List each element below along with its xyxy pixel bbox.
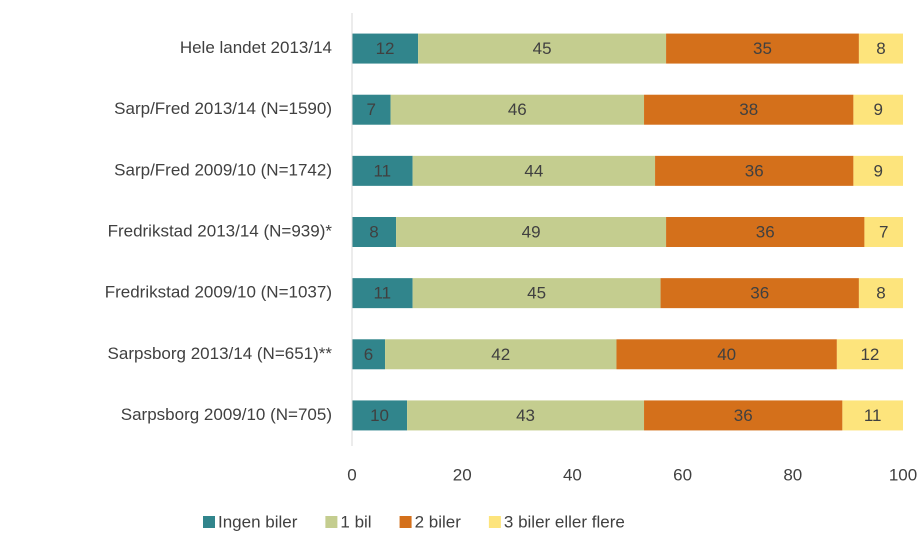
data-label: 42	[491, 345, 510, 364]
y-tick-label: Fredrikstad 2009/10 (N=1037)	[105, 283, 332, 302]
bar-segment	[853, 94, 903, 125]
bar-segment	[853, 155, 903, 186]
legend-swatch	[203, 516, 215, 528]
legend-swatch	[399, 516, 412, 528]
y-tick-label: Fredrikstad 2013/14 (N=939)*	[108, 221, 333, 240]
bar-segment	[352, 155, 413, 186]
bar-segment	[644, 400, 843, 431]
bar-segment	[666, 33, 859, 64]
bar-segment	[352, 339, 386, 370]
x-tick-label: 80	[783, 465, 802, 484]
data-label: 36	[750, 284, 769, 303]
legend-swatch	[488, 516, 501, 528]
legend-swatch	[325, 516, 338, 528]
data-label: 9	[873, 161, 882, 180]
bar-segment	[390, 94, 645, 125]
data-label: 45	[527, 284, 546, 303]
data-label: 36	[745, 161, 764, 180]
data-label: 8	[369, 222, 378, 241]
bar-segment	[616, 339, 837, 370]
data-label: 7	[367, 100, 376, 119]
bar-segment	[412, 155, 656, 186]
legend-label: 3 biler eller flere	[504, 512, 625, 531]
y-tick-label: Sarpsborg 2013/14 (N=651)**	[108, 344, 333, 363]
bar-segment	[352, 278, 413, 309]
x-tick-label: 40	[563, 465, 582, 484]
bar-segment	[396, 217, 667, 247]
bar-segment	[842, 400, 903, 431]
data-label: 35	[753, 39, 772, 58]
bar-segment	[660, 278, 859, 309]
bar-segment	[666, 217, 865, 247]
data-label: 8	[876, 284, 885, 303]
bar-segment	[864, 217, 903, 247]
y-tick-label: Sarpsborg 2009/10 (N=705)	[121, 405, 332, 424]
data-label: 44	[524, 161, 543, 180]
x-tick-label: 20	[453, 465, 472, 484]
data-label: 40	[717, 345, 736, 364]
data-label: 9	[873, 100, 882, 119]
bar-segment	[407, 400, 645, 431]
bar-segment	[352, 33, 419, 64]
data-label: 46	[508, 100, 527, 119]
bar-segment	[858, 33, 903, 64]
data-label: 49	[522, 222, 541, 241]
data-label: 11	[864, 406, 882, 425]
legend-label: 2 biler	[415, 512, 462, 531]
legend-label: Ingen biler	[218, 512, 298, 531]
data-label: 11	[373, 284, 391, 303]
bar-segment	[352, 400, 408, 431]
x-tick-label: 0	[347, 465, 356, 484]
data-label: 8	[876, 39, 885, 58]
data-label: 12	[376, 39, 395, 58]
data-label: 10	[370, 406, 389, 425]
bar-segment	[385, 339, 617, 370]
bar-segment	[418, 33, 667, 64]
bar-segment	[836, 339, 903, 370]
data-label: 7	[879, 222, 888, 241]
data-label: 12	[860, 345, 879, 364]
data-label: 36	[734, 406, 753, 425]
data-label: 6	[364, 345, 373, 364]
bar-segment	[858, 278, 903, 309]
bar-segment	[644, 94, 854, 125]
data-label: 38	[739, 100, 758, 119]
y-tick-label: Sarp/Fred 2009/10 (N=1742)	[114, 160, 332, 179]
data-label: 43	[516, 406, 535, 425]
data-label: 11	[373, 161, 391, 180]
data-label: 36	[756, 222, 775, 241]
x-tick-label: 100	[889, 465, 917, 484]
bar-segment	[655, 155, 854, 186]
bar-segment	[352, 94, 391, 125]
data-label: 45	[533, 39, 552, 58]
y-tick-label: Hele landet 2013/14	[180, 38, 332, 57]
x-tick-label: 60	[673, 465, 692, 484]
y-tick-label: Sarp/Fred 2013/14 (N=1590)	[114, 99, 332, 118]
bar-segment	[412, 278, 661, 309]
bar-segment	[352, 217, 397, 247]
legend-label: 1 bil	[340, 512, 371, 531]
